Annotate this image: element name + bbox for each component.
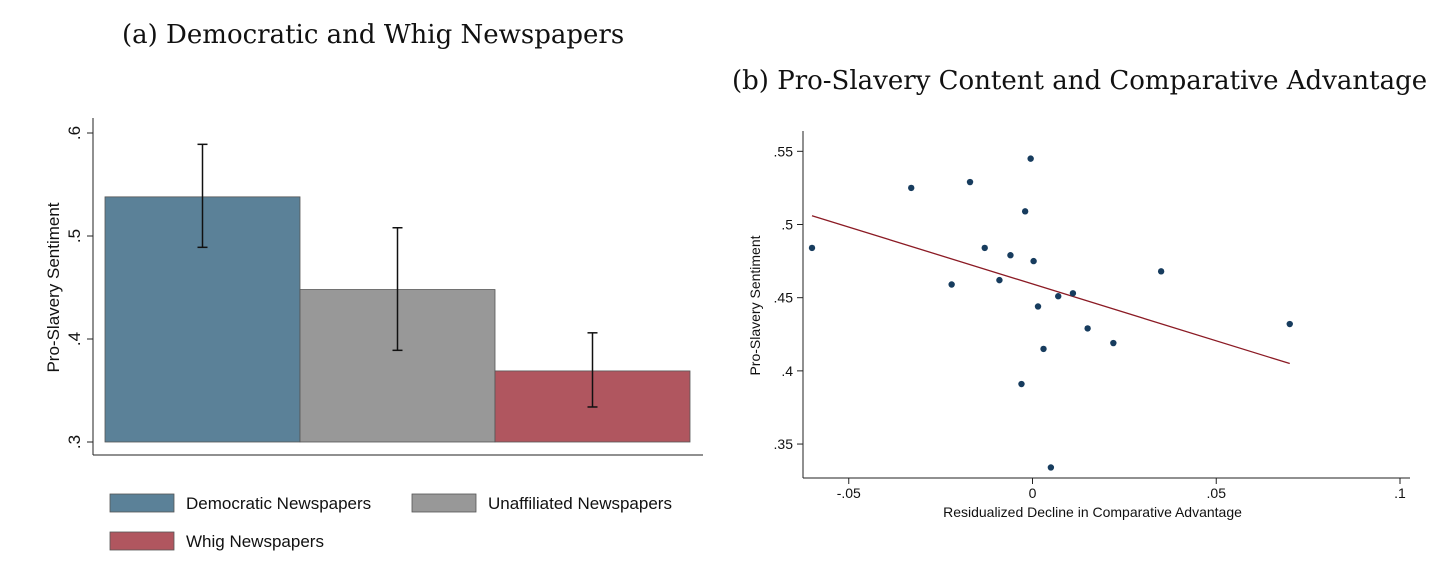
chart-a-y-tick-label: .6 — [65, 126, 84, 140]
chart-b-y-tick-label: .4 — [781, 363, 793, 379]
chart-a-y-tick-label: .5 — [65, 229, 84, 243]
chart-b-point — [1021, 208, 1029, 215]
chart-b-point — [908, 184, 915, 192]
chart-b-point — [808, 244, 816, 252]
chart-b-point — [1027, 155, 1034, 162]
chart-a-legend-label: Democratic Newspapers — [186, 494, 371, 513]
chart-b-x-tick-label: -.05 — [837, 485, 861, 501]
chart-b-y-tick-label: .35 — [774, 436, 794, 452]
chart-b-point — [1047, 464, 1055, 471]
chart-a-title: (a) Democratic and Whig Newspapers — [122, 20, 625, 50]
chart-b-y-axis-label: Pro-Slavery Sentiment — [747, 235, 763, 375]
chart-b-x-tick-label: 0 — [1029, 485, 1037, 501]
chart-b-title: (b) Pro-Slavery Content and Comparative … — [732, 66, 1428, 96]
chart-b-point — [1069, 290, 1077, 297]
chart-b-point — [966, 178, 974, 186]
chart-a-y-tick-label: .4 — [65, 332, 84, 346]
chart-b-y-tick-label: .45 — [774, 290, 794, 306]
chart-b-point — [1055, 293, 1062, 300]
chart-a-legend-swatch — [109, 531, 175, 551]
chart-b-x-tick-label: .1 — [1394, 485, 1406, 501]
chart-b-x-tick-label: .05 — [1207, 485, 1227, 501]
chart-b-point — [1007, 252, 1014, 259]
chart-b-point — [1084, 325, 1091, 332]
chart-a-legend-swatch — [109, 493, 175, 513]
chart-b-fit-line — [811, 215, 1290, 365]
chart-b-point — [996, 276, 1003, 284]
chart-a-legend-label: Unaffiliated Newspapers — [488, 494, 672, 513]
chart-b-y-tick-label: .55 — [774, 143, 794, 159]
chart-b-point — [1030, 257, 1037, 265]
chart-a-y-tick-label: .3 — [65, 435, 84, 449]
chart-a-legend-swatch — [411, 493, 477, 513]
chart-b-point — [1034, 303, 1042, 310]
chart-b-point — [1286, 320, 1293, 328]
chart-a-y-axis-label: Pro-Slavery Sentiment — [44, 202, 63, 372]
chart-b-y-tick-label: .5 — [781, 217, 793, 233]
chart-b-point — [1040, 345, 1047, 353]
chart-b-point — [1157, 268, 1165, 275]
chart-b-x-axis-label: Residualized Decline in Comparative Adva… — [943, 504, 1242, 520]
chart-b-point — [948, 281, 955, 288]
chart-b-point — [1018, 380, 1025, 388]
chart-a-legend-label: Whig Newspapers — [186, 532, 324, 551]
chart-b-point — [1110, 339, 1117, 347]
chart-b-point — [981, 244, 988, 252]
